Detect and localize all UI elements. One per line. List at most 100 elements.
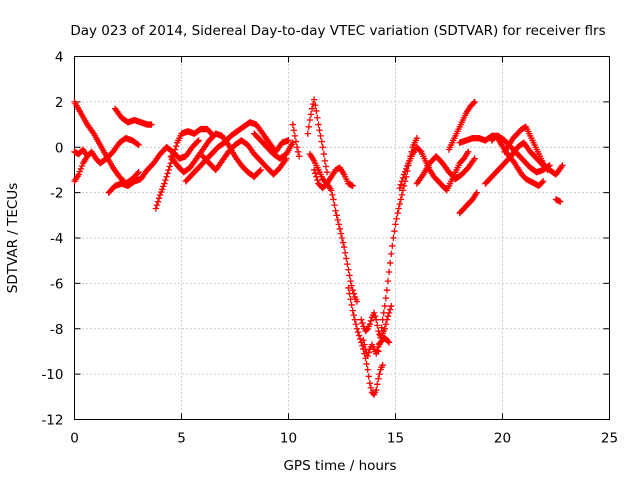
data-point [399, 187, 407, 194]
y-tick-labels: -12 -10 -8 -6 -4 -2 0 2 4 [41, 50, 63, 429]
data-point [78, 162, 86, 170]
data-point [374, 347, 381, 354]
data-point [385, 268, 393, 276]
data-point [384, 338, 392, 345]
data-point [353, 325, 361, 332]
data-point [296, 153, 303, 160]
data-point [257, 166, 264, 174]
data-point [390, 234, 397, 242]
data-point [365, 349, 372, 356]
data-point [398, 191, 406, 199]
data-point [360, 336, 367, 344]
data-point [148, 121, 155, 128]
data-point [395, 205, 402, 212]
data-point [319, 144, 326, 151]
data-point [343, 255, 350, 262]
data-point [290, 127, 298, 134]
data-point [401, 168, 409, 175]
data-point [293, 144, 301, 151]
data-point [340, 243, 348, 251]
data-point [471, 98, 478, 106]
data-point [385, 339, 393, 346]
data-point [396, 200, 403, 208]
data-point [346, 290, 353, 297]
data-point [348, 282, 355, 289]
data-point [77, 165, 85, 173]
data-point [152, 205, 160, 212]
y-tick-label: 4 [55, 50, 64, 66]
data-point [313, 107, 320, 115]
data-point [559, 162, 566, 169]
data-point [345, 266, 352, 273]
data-point [292, 138, 300, 145]
data-point [157, 188, 165, 196]
data-point [330, 196, 337, 203]
y-tick-label: -10 [41, 367, 63, 383]
data-point [335, 221, 342, 228]
chart-title: Day 023 of 2014, Sidereal Day-to-day VTE… [70, 23, 605, 39]
data-point [392, 221, 399, 228]
data-point [304, 130, 311, 137]
y-tick-label: -8 [50, 322, 63, 338]
data-point [164, 170, 171, 177]
data-point [134, 141, 141, 148]
data-point [377, 332, 384, 339]
data-point [382, 294, 390, 302]
grid [74, 56, 610, 420]
data-point [314, 114, 321, 121]
data-point [195, 137, 202, 144]
data-point [329, 191, 336, 199]
data-point [314, 176, 321, 184]
data-point [320, 150, 328, 158]
data-point [379, 361, 386, 369]
data-point [170, 149, 178, 157]
data-point [344, 260, 351, 268]
data-point [312, 170, 319, 177]
data-point [351, 316, 359, 323]
data-point [393, 215, 400, 222]
data-point [381, 325, 388, 332]
data-point [312, 102, 319, 109]
data-point [307, 111, 315, 118]
x-tick-label: 25 [601, 431, 618, 447]
data-point [336, 225, 344, 233]
data-point [345, 284, 352, 292]
data-point [84, 153, 91, 160]
data-point [386, 259, 394, 267]
data-point [375, 327, 382, 335]
data-point [538, 179, 546, 186]
data-point [291, 132, 299, 140]
data-point [397, 196, 405, 203]
data-point [285, 137, 292, 144]
data-point [305, 123, 313, 131]
data-point [135, 169, 142, 176]
y-tick-label: -4 [50, 231, 63, 247]
data-point [346, 272, 353, 279]
data-point [172, 142, 180, 150]
data-point [310, 96, 318, 103]
x-tick-label: 5 [177, 431, 186, 447]
y-axis-label: SDTVAR / TECUs [5, 183, 21, 293]
data-point [194, 138, 201, 145]
data-point [256, 167, 263, 175]
data-point [156, 191, 164, 199]
data-point [396, 184, 403, 192]
x-tick-label: 20 [494, 431, 511, 447]
data-point [398, 178, 406, 185]
data-point [159, 186, 166, 193]
data-point [416, 147, 424, 154]
data-point [397, 181, 405, 188]
data-point [165, 166, 172, 174]
x-tick-labels: 0 5 10 15 20 25 [70, 431, 618, 447]
data-point [323, 169, 331, 176]
data-point [400, 171, 408, 178]
data-point [328, 187, 335, 194]
data-point [289, 121, 296, 128]
data-point [322, 163, 330, 170]
data-point [465, 148, 472, 155]
data-point [376, 340, 383, 347]
data-point [382, 321, 390, 328]
data-point [394, 209, 401, 217]
data-point [352, 321, 360, 328]
